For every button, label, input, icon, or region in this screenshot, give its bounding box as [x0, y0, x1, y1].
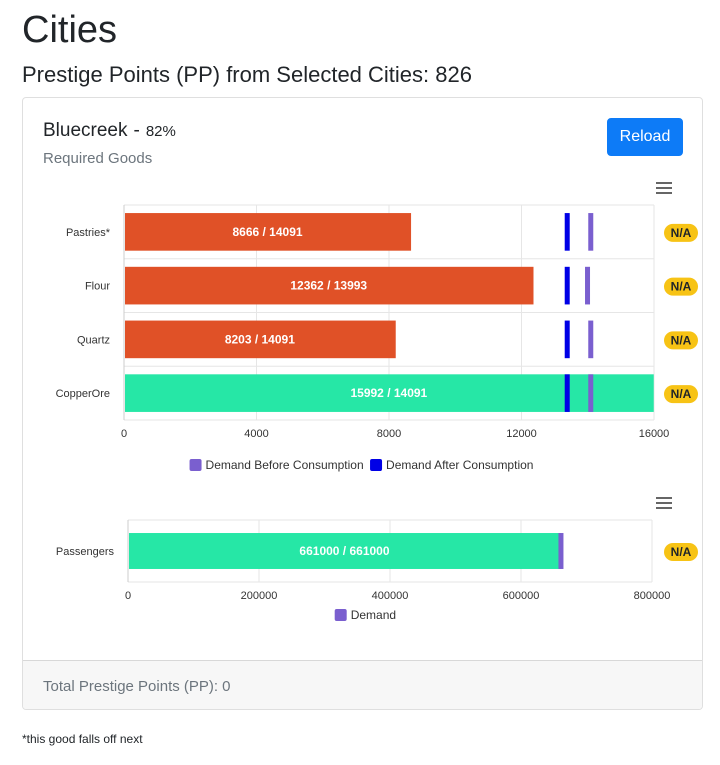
category-label: Pastries*	[66, 227, 111, 239]
x-tick-label: 0	[121, 428, 127, 440]
prestige-points-subtitle: Prestige Points (PP) from Selected Citie…	[22, 62, 472, 87]
na-badge	[664, 331, 698, 350]
city-card: Bluecreek -82% Required Goods Reload Tota…	[22, 97, 703, 710]
city-percent: 82%	[145, 123, 176, 140]
na-badge-label: N/A	[671, 226, 692, 240]
reload-button[interactable]: Reload	[607, 118, 683, 156]
x-tick-label: 12000	[506, 428, 537, 440]
category-label: Passengers	[56, 546, 115, 558]
total-pp-label: Total Prestige Points (PP):	[43, 678, 219, 695]
legend-label: Demand After Consumption	[386, 458, 533, 472]
na-badge-label: N/A	[671, 387, 692, 401]
x-tick-label: 16000	[639, 428, 670, 440]
city-name: Bluecreek	[43, 120, 128, 141]
demand-marker	[588, 320, 594, 359]
bar-flour	[125, 266, 534, 305]
bar-pastries	[125, 213, 412, 251]
bar-data-label: 661000 / 661000	[299, 544, 389, 558]
demand-marker	[558, 533, 564, 569]
na-badge-label: N/A	[671, 280, 692, 294]
na-badge	[664, 223, 698, 242]
bar-data-label: 8666 / 14091	[232, 225, 302, 239]
bar-data-label: 12362 / 13993	[290, 279, 367, 293]
na-badge	[664, 277, 698, 296]
na-badge-label: N/A	[671, 333, 692, 347]
bar-data-label: 8203 / 14091	[225, 332, 295, 346]
demand-after-marker	[564, 266, 570, 305]
x-tick-label: 400000	[372, 590, 409, 602]
bar-quartz	[125, 320, 396, 359]
x-tick-label: 600000	[503, 590, 540, 602]
demand-after-marker	[564, 374, 570, 412]
category-label: Flour	[85, 281, 110, 293]
na-badge-label: N/A	[671, 545, 692, 559]
city-header: Bluecreek -82%	[43, 120, 176, 142]
legend-swatch	[370, 459, 383, 471]
legend-label: Demand	[351, 608, 396, 622]
demand-after-marker	[564, 213, 570, 251]
chart-menu-icon[interactable]	[656, 497, 672, 509]
demand-marker	[585, 266, 591, 305]
category-label: CopperOre	[56, 388, 110, 400]
chart-menu-icon[interactable]	[656, 182, 672, 194]
demand-after-marker	[564, 320, 570, 359]
x-tick-label: 8000	[377, 428, 401, 440]
page-title: Cities	[22, 9, 118, 51]
x-tick-label: 0	[125, 590, 131, 602]
legend-label: Demand Before Consumption	[206, 458, 364, 472]
demand-marker	[588, 374, 594, 412]
city-separator: -	[133, 120, 140, 141]
legend-swatch	[334, 609, 347, 621]
bar-passengers	[129, 533, 561, 569]
bar-data-label: 15992 / 14091	[350, 386, 427, 400]
demand-marker	[588, 213, 594, 251]
na-badge	[664, 385, 698, 404]
x-tick-label: 800000	[634, 590, 671, 602]
x-tick-label: 200000	[241, 590, 278, 602]
footnote: *this good falls off next	[22, 732, 143, 746]
category-label: Quartz	[77, 334, 110, 346]
legend-swatch	[189, 459, 202, 471]
card-footer: Total Prestige Points (PP): 0	[23, 660, 702, 709]
x-tick-label: 4000	[244, 428, 268, 440]
total-pp-value: 0	[222, 678, 231, 695]
required-goods-label: Required Goods	[43, 150, 153, 167]
na-badge	[664, 543, 698, 561]
